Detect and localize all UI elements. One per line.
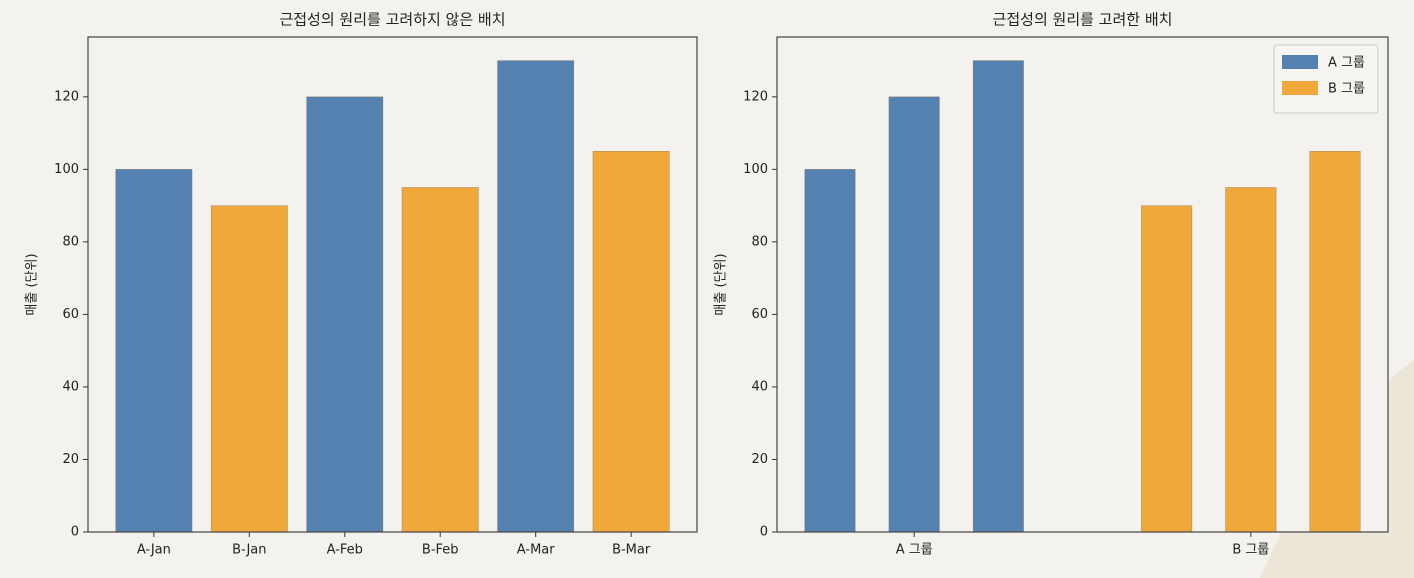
- y-tick-label: 60: [751, 307, 768, 322]
- legend-label: A 그룹: [1328, 56, 1365, 71]
- x-tick-label: A-Jan: [137, 543, 171, 558]
- chart-title: 근접성의 원리를 고려한 배치: [993, 11, 1173, 29]
- x-tick-label: B 그룹: [1232, 543, 1269, 558]
- bar: [804, 169, 856, 533]
- x-tick-label: B-Feb: [422, 543, 459, 558]
- bar: [888, 96, 940, 533]
- y-tick-label: 120: [54, 89, 79, 104]
- y-tick-label: 100: [54, 162, 79, 177]
- legend-swatch: [1282, 55, 1318, 69]
- x-tick-label: A-Feb: [327, 543, 363, 558]
- bar: [1309, 151, 1361, 533]
- axes-frame: [87, 36, 698, 533]
- y-tick-label: 80: [62, 234, 79, 249]
- bar: [115, 169, 193, 533]
- y-tick-label: 100: [743, 162, 768, 177]
- legend-label: B 그룹: [1328, 82, 1365, 97]
- y-tick-label: 20: [62, 452, 79, 467]
- y-tick-label: 60: [62, 307, 79, 322]
- bar: [210, 205, 288, 533]
- y-axis-label: 매출 (단위): [714, 253, 729, 315]
- x-tick-label: A-Mar: [517, 543, 555, 558]
- bar: [497, 60, 575, 533]
- bar: [972, 60, 1024, 533]
- y-tick-label: 80: [751, 234, 768, 249]
- bar: [401, 187, 479, 533]
- x-tick-label: B-Mar: [612, 543, 651, 558]
- y-tick-label: 0: [71, 525, 79, 540]
- y-tick-label: 120: [743, 89, 768, 104]
- bar: [1225, 187, 1277, 533]
- legend-swatch: [1282, 81, 1318, 95]
- bar: [1141, 205, 1193, 533]
- chart-title: 근접성의 원리를 고려하지 않은 배치: [279, 11, 505, 29]
- x-tick-label: A 그룹: [896, 543, 933, 558]
- bar: [306, 96, 384, 533]
- y-tick-label: 40: [62, 379, 79, 394]
- axes-frame: [776, 36, 1389, 533]
- y-axis-label: 매출 (단위): [25, 253, 40, 315]
- y-tick-label: 20: [751, 452, 768, 467]
- y-tick-label: 0: [760, 525, 768, 540]
- y-tick-label: 40: [751, 379, 768, 394]
- plot-area: [777, 37, 1388, 532]
- bar: [592, 151, 670, 533]
- x-tick-label: B-Jan: [232, 543, 266, 558]
